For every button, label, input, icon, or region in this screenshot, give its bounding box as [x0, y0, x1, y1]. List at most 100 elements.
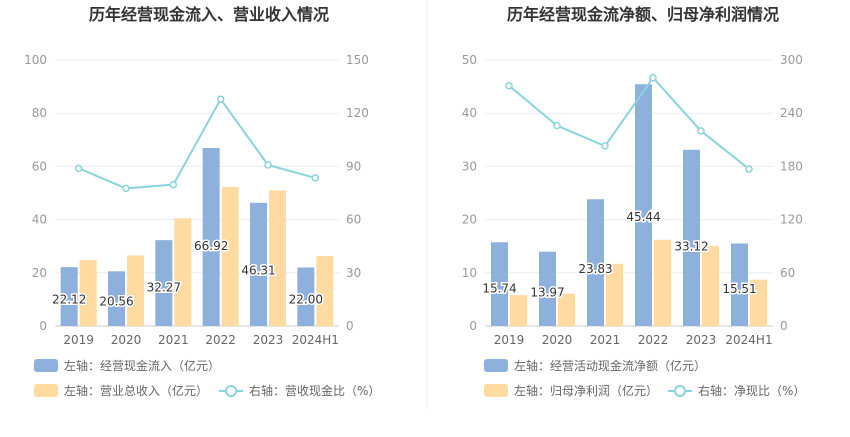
data-label: 45.44	[626, 210, 660, 224]
bar-primary	[155, 240, 173, 326]
y-right-tick-label: 60	[346, 213, 361, 227]
data-label: 15.74	[482, 281, 516, 295]
legend-swatch	[34, 384, 58, 397]
line-point	[745, 165, 753, 173]
y-right-tick-label: 0	[346, 319, 354, 333]
legend-swatch	[484, 384, 508, 397]
bar-primary	[539, 251, 556, 326]
data-label: 66.92	[194, 239, 228, 253]
bar-primary	[731, 243, 748, 326]
line-point	[74, 164, 83, 173]
bar-secondary	[174, 218, 192, 326]
bar-secondary	[750, 279, 767, 326]
y-left-tick-label: 10	[462, 266, 477, 280]
x-tick-label: 2019	[63, 333, 94, 347]
x-tick-label: 2024H1	[292, 333, 339, 347]
line-point	[649, 73, 657, 82]
bar-secondary	[654, 239, 671, 326]
y-right-tick-label: 90	[346, 159, 361, 173]
y-right-tick-label: 60	[780, 266, 795, 280]
bar-primary	[683, 149, 700, 326]
y-right-tick-label: 120	[780, 213, 803, 227]
data-label: 33.12	[674, 240, 708, 254]
y-left-tick-label: 60	[32, 159, 47, 173]
y-right-tick-label: 240	[780, 106, 803, 120]
x-tick-label: 2023	[253, 333, 284, 347]
line-point	[122, 184, 130, 193]
y-right-tick-label: 0	[780, 319, 788, 333]
line-point	[553, 121, 561, 130]
bar-primary	[60, 267, 78, 326]
data-label: 46.31	[241, 264, 275, 278]
series-line	[78, 97, 316, 190]
x-tick-label: 2020	[542, 333, 573, 347]
chart-title: 历年经营现金流净额、归母净利润情况	[507, 5, 779, 24]
x-tick-label: 2021	[158, 333, 189, 347]
line-point	[169, 180, 178, 189]
legend-swatch-point	[225, 385, 237, 397]
y-left-tick-label: 80	[32, 106, 47, 120]
bar-secondary	[221, 186, 239, 326]
x-tick-label: 2019	[494, 333, 525, 347]
legend-label: 左轴：经营现金流入（亿元）	[64, 358, 220, 373]
y-left-tick-label: 40	[32, 213, 47, 227]
data-label: 23.83	[578, 262, 612, 276]
y-right-tick-label: 150	[346, 53, 369, 67]
bar-secondary	[606, 263, 623, 326]
legend-swatch	[484, 359, 508, 372]
series-line	[508, 76, 750, 170]
bar-primary	[108, 271, 125, 326]
bar-primary	[202, 147, 220, 326]
y-left-tick-label: 100	[24, 53, 47, 67]
y-left-tick-label: 0	[469, 319, 477, 333]
y-left-tick-label: 40	[462, 106, 477, 120]
line-point	[216, 95, 225, 103]
data-label: 20.56	[99, 294, 133, 308]
data-label: 15.51	[722, 282, 756, 296]
bar-secondary	[269, 190, 286, 326]
legend-label: 左轴：营业总收入（亿元）	[64, 383, 208, 398]
bar-secondary	[510, 295, 527, 326]
data-label: 13.97	[530, 286, 564, 300]
y-right-tick-label: 120	[346, 106, 369, 120]
x-tick-label: 2022	[205, 333, 236, 347]
data-label: 22.12	[52, 293, 86, 307]
bar-primary	[250, 202, 267, 326]
bar-secondary	[316, 256, 334, 326]
chart-2: 历年经营现金流净额、归母净利润情况 0 0 10 60 20 120 30 180 40 240 50…	[462, 5, 806, 398]
y-left-tick-label: 20	[32, 266, 47, 280]
x-tick-label: 2022	[638, 333, 669, 347]
legend-swatch	[34, 359, 58, 372]
line-point	[697, 127, 705, 135]
bar-primary	[491, 242, 508, 326]
legend-label: 左轴：经营活动现金流净额（亿元）	[514, 358, 706, 373]
legend-label: 右轴：净现比（%）	[698, 383, 805, 398]
line-point	[264, 161, 272, 169]
y-right-tick-label: 300	[780, 53, 803, 67]
x-tick-label: 2021	[590, 333, 621, 347]
y-left-tick-label: 20	[462, 213, 477, 227]
y-right-tick-label: 180	[780, 159, 803, 173]
bar-secondary	[79, 260, 97, 326]
line-point	[601, 142, 609, 150]
bar-secondary	[558, 293, 575, 326]
data-label: 32.27	[147, 280, 181, 294]
legend-label: 左轴：归母净利润（亿元）	[514, 383, 658, 398]
bar-primary	[297, 267, 315, 326]
line-point	[311, 174, 320, 182]
x-tick-label: 2020	[111, 333, 142, 347]
chart-1: 历年经营现金流入、营业收入情况 0 0 20 30 40 60 60 90 80 120 100 150…	[24, 5, 380, 398]
legend-swatch-point	[674, 385, 686, 397]
data-label: 22.00	[289, 293, 323, 307]
x-tick-label: 2024H1	[725, 333, 772, 347]
legend-label: 右轴：营收现金比（%）	[249, 383, 380, 398]
y-left-tick-label: 50	[462, 53, 477, 67]
y-right-tick-label: 30	[346, 266, 361, 280]
chart-title: 历年经营现金流入、营业收入情况	[89, 5, 329, 24]
line-point	[505, 81, 513, 90]
bar-primary	[635, 84, 652, 326]
bar-secondary	[702, 246, 719, 326]
y-left-tick-label: 0	[39, 319, 47, 333]
y-left-tick-label: 30	[462, 159, 477, 173]
